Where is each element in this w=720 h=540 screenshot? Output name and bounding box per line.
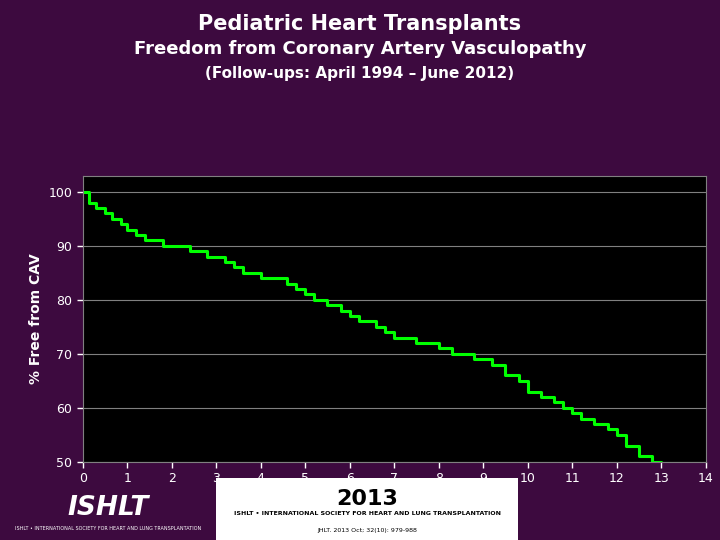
Y-axis label: % Free from CAV: % Free from CAV xyxy=(29,253,43,384)
Text: 2013: 2013 xyxy=(336,489,398,509)
Text: ISHLT: ISHLT xyxy=(67,495,149,521)
Text: Pediatric Heart Transplants: Pediatric Heart Transplants xyxy=(199,14,521,33)
Text: ISHLT • INTERNATIONAL SOCIETY FOR HEART AND LUNG TRANSPLANTATION: ISHLT • INTERNATIONAL SOCIETY FOR HEART … xyxy=(15,525,201,531)
Bar xyxy=(216,478,518,540)
Text: JHLT. 2013 Oct; 32(10): 979-988: JHLT. 2013 Oct; 32(10): 979-988 xyxy=(318,528,417,532)
Text: (Follow-ups: April 1994 – June 2012): (Follow-ups: April 1994 – June 2012) xyxy=(205,66,515,81)
X-axis label: Years: Years xyxy=(371,489,418,504)
Text: ISHLT • INTERNATIONAL SOCIETY FOR HEART AND LUNG TRANSPLANTATION: ISHLT • INTERNATIONAL SOCIETY FOR HEART … xyxy=(234,511,500,516)
Text: Freedom from Coronary Artery Vasculopathy: Freedom from Coronary Artery Vasculopath… xyxy=(134,40,586,58)
